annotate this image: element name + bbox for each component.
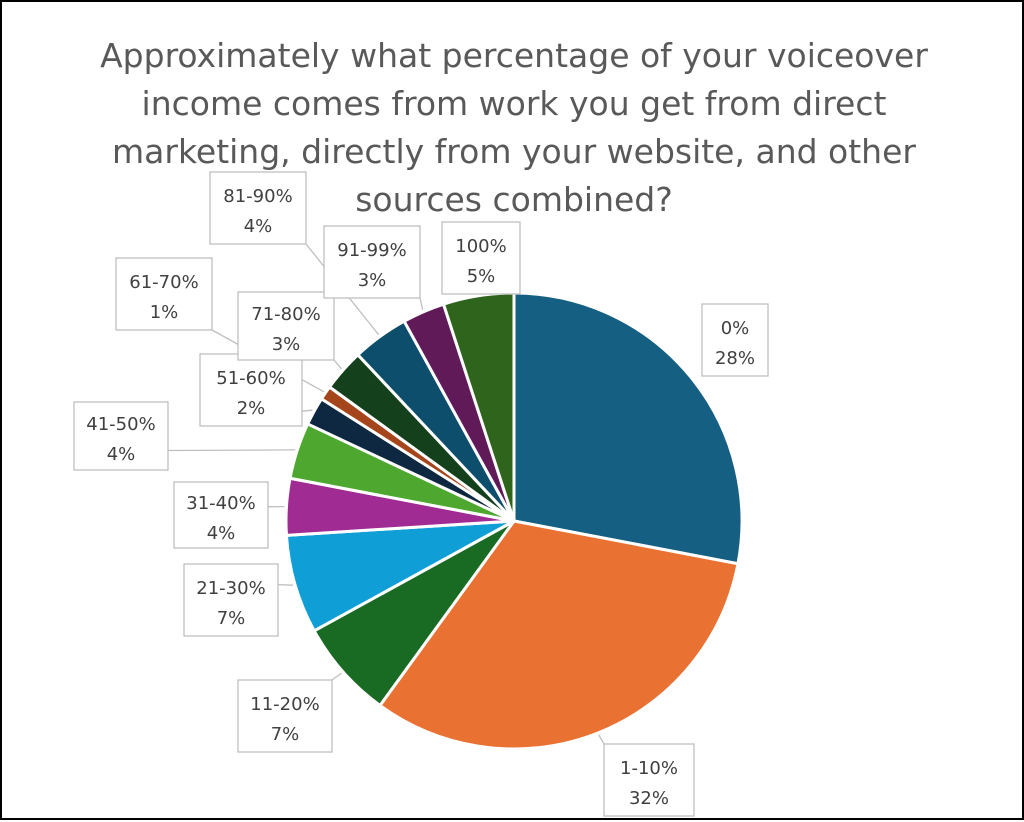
data-label-category: 41-50% — [86, 414, 155, 435]
data-label-category: 0% — [721, 318, 750, 339]
data-label-21-30pct: 21-30% 7% — [184, 564, 278, 636]
data-label-31-40pct: 31-40% 4% — [174, 482, 268, 548]
data-label-1-10pct: 1-10% 32% — [604, 744, 694, 816]
data-label-71-80pct: 71-80% 3% — [238, 292, 334, 360]
leader-line-91-99pct — [420, 298, 423, 310]
data-label-81-90pct: 81-90% 4% — [210, 172, 306, 244]
data-label-percentage: 2% — [237, 398, 266, 419]
data-label-category: 1-10% — [620, 758, 678, 779]
data-label-category: 61-70% — [129, 272, 198, 293]
data-label-category: 91-99% — [337, 240, 406, 261]
data-label-61-70pct: 61-70% 1% — [116, 258, 212, 330]
data-label-percentage: 5% — [467, 266, 496, 287]
leader-line-51-60pct — [302, 410, 312, 411]
data-label-category: 81-90% — [223, 186, 292, 207]
data-label-100pct: 100% 5% — [442, 222, 520, 294]
data-label-percentage: 28% — [715, 348, 755, 369]
leader-line-11-20pct — [332, 673, 342, 680]
data-label-percentage: 4% — [107, 444, 136, 465]
leader-line-21-30pct — [278, 585, 293, 586]
data-label-category: 11-20% — [250, 694, 319, 715]
data-label-percentage: 7% — [217, 608, 246, 629]
data-label-percentage: 32% — [629, 788, 669, 809]
leader-line-41-50pct — [168, 450, 295, 451]
data-label-category: 21-30% — [196, 578, 265, 599]
data-label-11-20pct: 11-20% 7% — [238, 680, 332, 752]
leader-line-1-10pct — [599, 735, 604, 744]
data-label-percentage: 3% — [358, 270, 387, 291]
data-label-category: 31-40% — [186, 493, 255, 514]
data-label-41-50pct: 41-50% 4% — [74, 402, 168, 470]
data-label-category: 100% — [455, 236, 506, 257]
data-label-percentage: 1% — [150, 302, 179, 323]
data-label-percentage: 4% — [244, 216, 273, 237]
data-label-0pct: 0%28% — [702, 304, 768, 376]
data-label-51-60pct: 51-60% 2% — [200, 354, 302, 426]
data-label-91-99pct: 91-99% 3% — [324, 226, 420, 298]
data-label-category: 71-80% — [251, 304, 320, 325]
data-label-percentage: 3% — [272, 334, 301, 355]
data-label-percentage: 7% — [271, 724, 300, 745]
data-label-percentage: 4% — [207, 523, 236, 544]
leader-line-71-80pct — [334, 360, 342, 369]
data-label-category: 51-60% — [216, 368, 285, 389]
pie-slices — [286, 293, 742, 749]
